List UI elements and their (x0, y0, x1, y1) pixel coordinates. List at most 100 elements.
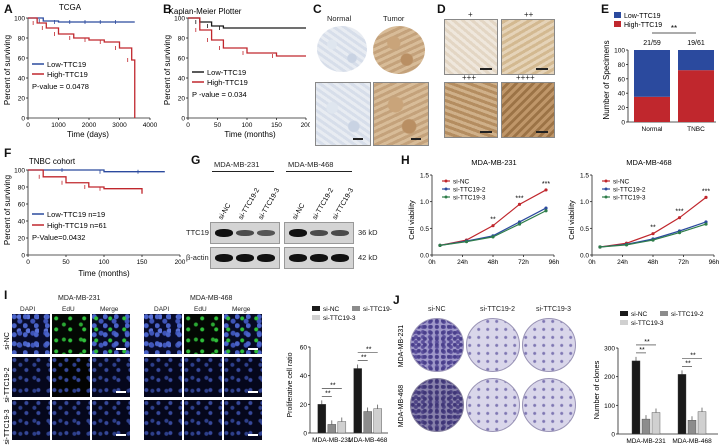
y-tick-label: 0 (611, 432, 615, 439)
legend-marker (444, 179, 448, 183)
y-tick-label: 40 (178, 76, 186, 83)
x-tick-label: 72h (678, 259, 689, 266)
significance: *** (515, 195, 523, 202)
chart-b-title: Kaplan-Meier Plotter (169, 7, 242, 16)
legend-marker (604, 179, 608, 183)
scale-bar (411, 138, 421, 140)
legend-label: si-TTC19-3 (613, 195, 646, 202)
chart-a-pvalue: P-value = 0.0478 (32, 82, 89, 91)
x-tick-label: 150 (137, 259, 148, 266)
scale-bar (248, 348, 258, 350)
y-tick-label: 100 (174, 16, 185, 23)
y-tick-label: 40 (18, 76, 26, 83)
growth-chart-h-231: MDA-MB-231 Cell viability 1.5 1.0 0.5 0.00h… (407, 158, 560, 266)
significance: *** (702, 188, 710, 195)
y-tick-label: 1.5 (580, 173, 589, 180)
merge-image (92, 357, 130, 397)
legend-label: si-NC (613, 179, 630, 186)
chart-f-title: TNBC cohort (29, 157, 76, 166)
western-blot-panel-g: MDA-MB-231 MDA-MB-468 si-NC si-TTC19-2 s… (186, 160, 395, 275)
y-tick-label: 80 (18, 185, 26, 192)
y-tick-label: 100 (14, 16, 25, 23)
chart-i-ylabel: Proliferative cell ratio (287, 352, 294, 417)
x-tick-label: Normal (642, 126, 664, 133)
growth-point (517, 202, 522, 206)
panel-label-e: E (601, 2, 610, 16)
x-tick-label: 50 (214, 122, 222, 129)
y-tick-label: 100 (614, 48, 625, 55)
y-tick-label: 40 (300, 373, 308, 380)
ihc-grade-panel-d: + ++ +++ ++++ (444, 10, 556, 138)
colony-dish (522, 378, 576, 432)
y-tick-label: 0 (303, 431, 307, 438)
row-label: si-NC (4, 332, 11, 350)
y-tick-label: 0 (21, 253, 25, 260)
y-tick-label: 0.0 (580, 253, 589, 260)
y-tick-label: 200 (604, 374, 615, 381)
growth-point (517, 222, 522, 226)
chart-f-xlabel: Time (months) (78, 269, 130, 278)
x-tick-label: MDA-MB-468 (348, 437, 388, 444)
edu-image (52, 314, 90, 354)
x-tick-label: 100 (99, 259, 110, 266)
blot-strip (284, 222, 354, 244)
survival-curve-high (188, 17, 306, 57)
x-tick-label: MDA-MB-231 (312, 437, 352, 444)
bar-si-ttc19-3 (337, 421, 347, 434)
tumor-core-image (373, 26, 425, 74)
legend-label: si-TTC19-2 (671, 311, 704, 318)
growth-point (491, 235, 495, 239)
legend-label: si-NC (323, 306, 340, 313)
x-tick-label: 4000 (143, 122, 158, 129)
growth-point (704, 195, 708, 199)
panel-label-g: G (191, 153, 201, 167)
colony-dish (522, 318, 576, 372)
y-tick-label: 60 (18, 56, 26, 63)
merge-image (92, 400, 130, 440)
lane-label: si-TTC19-3 (258, 187, 282, 221)
growth-chart-h-468: MDA-MB-468 Cell viability 1.5 1.0 0.5 0.00h… (567, 158, 720, 266)
bar-si-nc (631, 360, 641, 435)
colony-dish (410, 318, 464, 372)
label-normal: Normal (327, 14, 352, 23)
y-tick-label: 60 (18, 202, 26, 209)
x-tick-label: 48h (488, 259, 499, 266)
x-tick-label: 150 (271, 122, 282, 129)
x-tick-label: 2000 (82, 122, 97, 129)
chart-e-ylabel: Number of Specimens (602, 40, 611, 119)
blot-strip (284, 247, 354, 269)
stacked-bar-chart-e: Number of Specimens Low-TTC19 High-TTC19… (602, 12, 716, 133)
chart-h1-title: MDA-MB-231 (471, 158, 516, 167)
grade-4-image (501, 82, 555, 138)
scale-bar (116, 434, 126, 436)
bar-si-ttc19-3 (373, 408, 382, 434)
chart-f-pvalue: P-Value=0.0432 (32, 233, 85, 242)
blot-row-label: β-actin (186, 253, 209, 262)
y-tick-label: 1.0 (420, 199, 429, 206)
dapi-image (144, 357, 182, 397)
km-chart-b: Kaplan-Meier Plotter Percent of survivin… (163, 7, 310, 139)
bar-high-tnbc (678, 70, 714, 122)
grade-3-image (444, 82, 498, 138)
bar-si-ttc19-2 (327, 424, 337, 434)
panel-label-h: H (401, 153, 410, 167)
x-tick-label: TNBC (687, 126, 705, 133)
y-tick-label: 80 (618, 62, 626, 69)
blot-strip (210, 222, 280, 244)
ihc-panel-c: Normal Tumor (315, 14, 435, 146)
growth-point (438, 243, 442, 247)
colony-image-grid: si-NC si-TTC19-2 si-TTC19-3 MDA-MB-231 M… (398, 306, 584, 441)
bar-si-nc (677, 374, 687, 435)
colony-dish (466, 318, 520, 372)
y-tick-label: 0 (621, 120, 625, 127)
y-tick-label: 80 (18, 36, 26, 43)
y-tick-label: 0 (21, 116, 25, 123)
colony-dish (410, 378, 464, 432)
x-tick-label: 24h (617, 259, 628, 266)
y-tick-label: 60 (178, 56, 186, 63)
fraction-normal: 21/59 (643, 40, 661, 47)
bar-high-normal (634, 96, 670, 122)
panel-label-f: F (4, 146, 12, 160)
col-label: EdU (62, 306, 75, 313)
kd-label: 36 kD (358, 228, 378, 237)
